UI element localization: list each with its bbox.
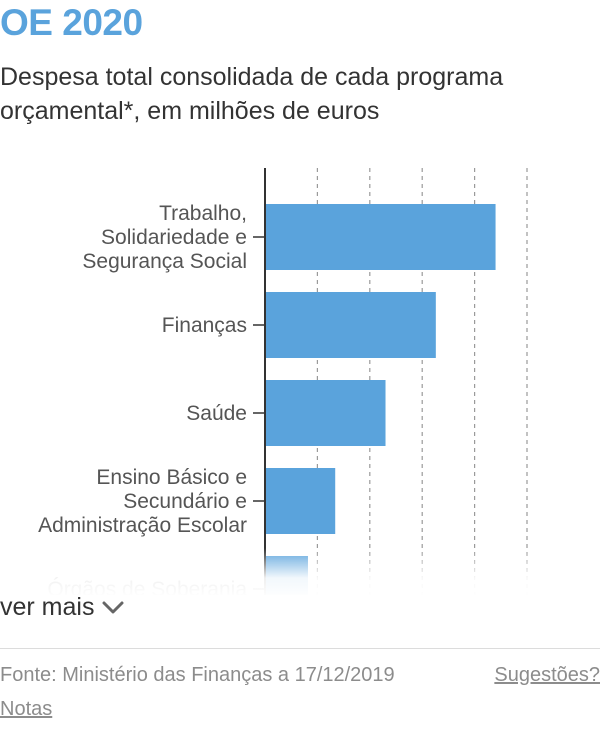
source-note: Fonte: Ministério das Finanças a 17/12/2…	[0, 664, 395, 686]
bar-chart: Trabalho, Solidariedade e Segurança Social…	[38, 168, 528, 595]
bar	[265, 380, 386, 446]
category-label: Finanças	[162, 314, 247, 337]
see-more-button[interactable]: ver mais	[0, 593, 124, 622]
category-label: Ensino Básico e Secundário e Administração…	[38, 466, 247, 537]
category-label: Saúde	[186, 402, 247, 425]
chart-title: OE 2020	[0, 2, 143, 43]
bar	[265, 292, 436, 358]
chart-subtitle: Despesa total consolidada de cada progra…	[0, 63, 504, 125]
bar	[265, 204, 496, 270]
see-more-label: ver mais	[0, 593, 95, 621]
truncation-fade	[0, 548, 600, 598]
bar	[265, 468, 336, 534]
chevron-down-icon	[102, 601, 124, 613]
suggestions-link[interactable]: Sugestões?	[494, 664, 600, 686]
notes-link[interactable]: Notas	[0, 698, 53, 720]
footer-divider	[0, 648, 600, 649]
category-label: Trabalho, Solidariedade e Segurança Social	[82, 202, 247, 273]
